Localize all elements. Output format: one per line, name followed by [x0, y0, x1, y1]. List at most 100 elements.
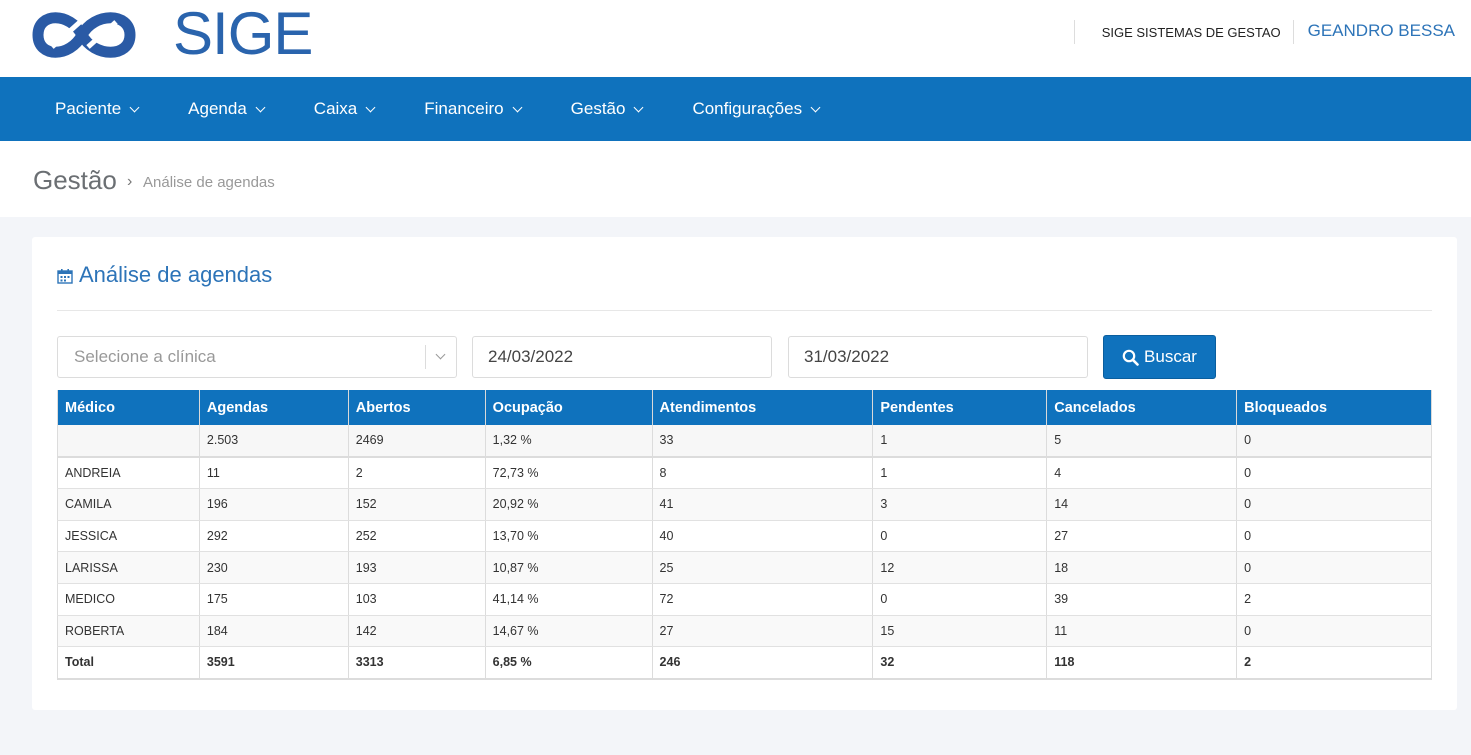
chevron-down-icon [512, 102, 523, 112]
company-name[interactable]: SIGE SISTEMAS DE GESTAO [1073, 20, 1293, 44]
nav-paciente[interactable]: Paciente [55, 99, 140, 119]
chevron-down-icon [365, 102, 376, 112]
table-cell: 103 [348, 583, 486, 616]
table-row: ANDREIA 11 2 72,73 % 8 1 4 0 [57, 456, 1432, 489]
table-cell: MEDICO [57, 583, 200, 616]
logo-text: SIGE [173, 0, 313, 67]
breadcrumb-current: Análise de agendas [143, 174, 275, 191]
table-cell: 2 [1236, 583, 1432, 616]
chevron-down-icon [255, 102, 266, 112]
table-cell: 1 [872, 456, 1048, 489]
table-cell: 32 [872, 646, 1048, 680]
clinic-select-placeholder: Selecione a clínica [74, 347, 216, 366]
table-cell: 72 [652, 583, 874, 616]
table-cell: 11 [199, 456, 349, 489]
breadcrumb-separator: › [127, 173, 133, 190]
table-cell: ROBERTA [57, 615, 200, 648]
column-header[interactable]: Agendas [199, 390, 349, 425]
table-cell: 4 [1046, 456, 1238, 489]
table-cell: 10,87 % [485, 551, 653, 584]
table-cell: 193 [348, 551, 486, 584]
total-row: Total 3591 3313 6,85 % 246 32 118 2 [57, 646, 1432, 680]
table-row: JESSICA 292 252 13,70 % 40 0 27 0 [57, 520, 1432, 553]
nav-financeiro[interactable]: Financeiro [424, 99, 523, 119]
column-header[interactable]: Médico [57, 390, 200, 425]
clinic-select[interactable]: Selecione a clínica [57, 336, 457, 378]
card-title-text: Análise de agendas [79, 262, 273, 287]
table-cell: 0 [1236, 520, 1432, 553]
nav-label: Financeiro [424, 99, 504, 118]
search-button[interactable]: Buscar [1103, 335, 1216, 379]
user-name[interactable]: GEANDRO BESSA [1292, 20, 1455, 44]
chevron-down-icon[interactable] [435, 349, 446, 360]
nav-configuracoes[interactable]: Configurações [692, 99, 821, 119]
search-button-label: Buscar [1144, 347, 1197, 366]
column-header[interactable]: Pendentes [872, 390, 1048, 425]
table-cell: 27 [1046, 520, 1238, 553]
breadcrumb-main[interactable]: Gestão [33, 165, 117, 195]
table-row: CAMILA 196 152 20,92 % 41 3 14 0 [57, 488, 1432, 521]
table-cell: LARISSA [57, 551, 200, 584]
table-cell: 13,70 % [485, 520, 653, 553]
card-title: Análise de agendas [57, 262, 272, 288]
summary-row: 2.503 2469 1,32 % 33 1 5 0 [57, 425, 1432, 458]
table-cell: 0 [872, 583, 1048, 616]
chevron-down-icon [129, 102, 140, 112]
main-navbar: Paciente Agenda Caixa Financeiro Gestão … [0, 77, 1471, 141]
table-cell: 2 [348, 456, 486, 489]
table-cell: 152 [348, 488, 486, 521]
table-cell: 41 [652, 488, 874, 521]
table-cell: 5 [1046, 425, 1238, 458]
table-cell: 175 [199, 583, 349, 616]
nav-caixa[interactable]: Caixa [313, 99, 376, 119]
table-cell: JESSICA [57, 520, 200, 553]
table-cell: 1 [872, 425, 1048, 458]
analysis-card: Análise de agendas Selecione a clínica B… [32, 237, 1457, 710]
table-cell: 184 [199, 615, 349, 648]
chevron-down-icon [810, 102, 821, 112]
table-cell: 1,32 % [485, 425, 653, 458]
table-cell: 3591 [199, 646, 349, 680]
table-cell: 39 [1046, 583, 1238, 616]
nav-label: Paciente [55, 99, 122, 118]
chevron-down-icon [634, 102, 644, 112]
table-header-row: Médico Agendas Abertos Ocupação Atendime… [57, 390, 1432, 425]
column-header[interactable]: Bloqueados [1236, 390, 1432, 425]
nav-gestao[interactable]: Gestão [571, 99, 644, 119]
table-cell: ANDREIA [57, 456, 200, 489]
sige-logo[interactable]: SIGE [30, 0, 313, 70]
infinity-logo-icon [32, 12, 136, 58]
table-cell: 72,73 % [485, 456, 653, 489]
table-cell: Total [57, 646, 200, 680]
table-cell: 0 [1236, 615, 1432, 648]
table-cell: 3313 [348, 646, 486, 680]
column-header[interactable]: Abertos [348, 390, 486, 425]
table-cell: 6,85 % [485, 646, 653, 680]
column-header[interactable]: Ocupação [485, 390, 653, 425]
nav-label: Configurações [692, 99, 803, 118]
table-cell: 14 [1046, 488, 1238, 521]
nav-label: Caixa [313, 99, 358, 118]
table-cell: 12 [872, 551, 1048, 584]
select-separator [425, 345, 426, 369]
table-cell: 33 [652, 425, 874, 458]
table-row: MEDICO 175 103 41,14 % 72 0 39 2 [57, 583, 1432, 616]
date-to-input[interactable] [788, 336, 1088, 378]
table-cell: 11 [1046, 615, 1238, 648]
agenda-analysis-table: Médico Agendas Abertos Ocupação Atendime… [57, 390, 1432, 680]
table-cell: 14,67 % [485, 615, 653, 648]
nav-label: Agenda [188, 99, 247, 118]
column-header[interactable]: Atendimentos [652, 390, 874, 425]
table-cell: 0 [1236, 488, 1432, 521]
column-header[interactable]: Cancelados [1046, 390, 1238, 425]
nav-agenda[interactable]: Agenda [188, 99, 266, 119]
table-cell: 0 [1236, 456, 1432, 489]
calendar-icon [57, 269, 73, 284]
date-from-input[interactable] [472, 336, 772, 378]
table-cell: 292 [199, 520, 349, 553]
table-cell: 40 [652, 520, 874, 553]
table-cell: 20,92 % [485, 488, 653, 521]
table-cell: 2 [1236, 646, 1432, 680]
table-cell: 25 [652, 551, 874, 584]
table-cell: 252 [348, 520, 486, 553]
